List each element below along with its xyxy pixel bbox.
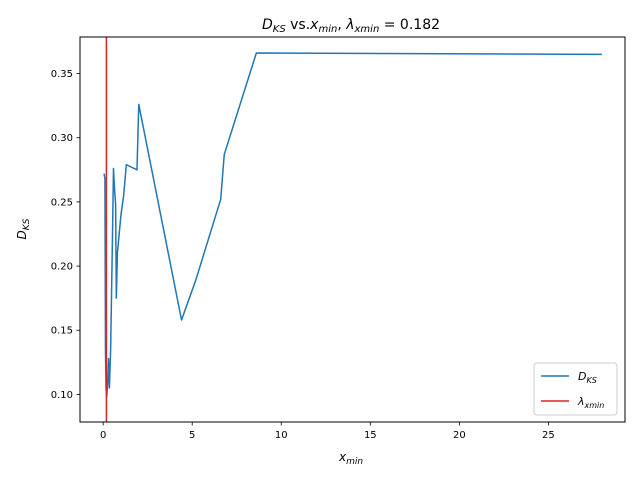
y-tick-label: 0.10	[51, 390, 73, 401]
legend-dks-main: D	[578, 370, 586, 383]
title-vs: vs.	[286, 17, 310, 33]
x-axis: 0 5 10 15 20 25	[100, 422, 555, 441]
axes-frame	[79, 36, 626, 423]
title-x-sub: min	[318, 24, 337, 35]
x-tick-label: 0	[100, 430, 106, 441]
legend: DKS λxmin	[533, 362, 618, 416]
legend-label-dks: DKS	[578, 370, 597, 385]
x-axis-label-sub: min	[346, 457, 363, 467]
legend-box	[533, 362, 618, 416]
x-axis-label: xmin	[338, 450, 363, 467]
x-axis-label-main: x	[338, 450, 347, 464]
legend-dks-sub: KS	[586, 376, 596, 385]
title-lambda-sub: xmin	[354, 24, 380, 35]
title-sep: ,	[337, 17, 346, 33]
y-tick-label: 0.25	[51, 197, 73, 208]
title-value: = 0.182	[379, 17, 440, 33]
chart-title: DKS vs.xmin, λxmin = 0.182	[262, 17, 440, 35]
x-tick-label: 10	[275, 430, 288, 441]
y-tick-label: 0.20	[51, 262, 73, 273]
x-tick-label: 15	[364, 430, 377, 441]
title-x: x	[309, 17, 319, 33]
legend-lambda-main: λ	[577, 395, 585, 408]
y-tick-label: 0.15	[51, 326, 73, 337]
title-d-sub: KS	[273, 24, 287, 35]
title-lambda: λ	[345, 17, 354, 33]
x-tick-label: 5	[189, 430, 195, 441]
title-d: D	[262, 17, 273, 33]
y-axis-label-sub: KS	[22, 218, 32, 230]
y-axis-label: DKS	[15, 218, 32, 239]
y-axis-label-main: D	[15, 230, 29, 239]
y-tick-label: 0.35	[51, 69, 73, 80]
legend-label-lambda: λxmin	[577, 395, 604, 410]
x-tick-label: 25	[542, 430, 555, 441]
plot-area	[103, 37, 602, 422]
legend-lambda-sub: xmin	[584, 401, 605, 410]
y-tick-label: 0.30	[51, 133, 73, 144]
y-axis: 0.10 0.15 0.20 0.25 0.30 0.35	[51, 69, 80, 401]
x-tick-label: 20	[453, 430, 466, 441]
